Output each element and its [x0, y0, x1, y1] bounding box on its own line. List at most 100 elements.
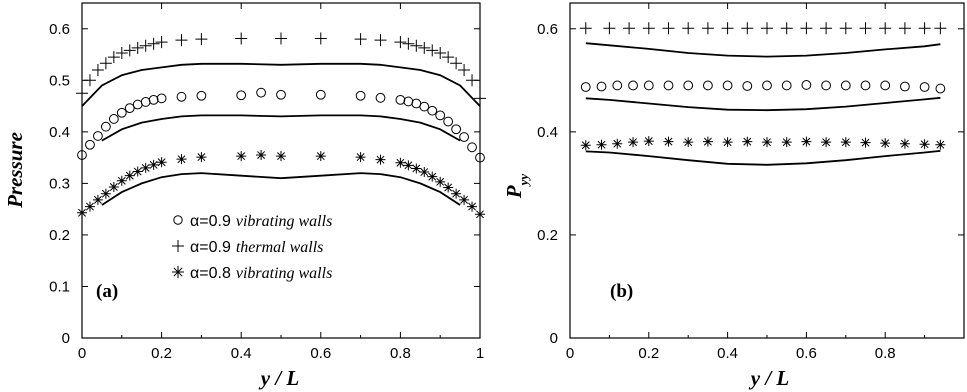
- panel-b-circle-point: [801, 80, 812, 90]
- panel-b-plus-point: [780, 22, 793, 35]
- panel-a-plus-point: [91, 64, 104, 76]
- panel-a-y-tick-label: 0.3: [49, 175, 70, 192]
- panel-a-legend: α=0.9 vibrating walls α=0.9 thermal walls …: [172, 213, 332, 282]
- panel-b-label: (b): [610, 281, 633, 302]
- panel-b-y-tick-label: 0: [550, 330, 558, 347]
- panel-a-plus-point: [139, 39, 152, 52]
- panel-a-plus-point: [466, 74, 479, 87]
- panel-b-y-axis-subscript: yy: [516, 174, 531, 188]
- panel-b-star-point: [899, 138, 910, 149]
- panel-b-y-axis-main: P: [502, 185, 526, 199]
- svg-text:Pyy: Pyy: [502, 174, 531, 200]
- panel-b-star-point: [762, 137, 772, 148]
- panel-a-plus-point: [76, 87, 88, 100]
- panel-a-x-tick-label: 0: [78, 345, 86, 362]
- panel-b-star-point: [612, 138, 623, 149]
- panel-b-star-point: [742, 136, 753, 147]
- panel-a-circle-point: [375, 92, 386, 103]
- panel-b-plus-point: [701, 22, 714, 35]
- panel-a-star-point: [411, 163, 422, 174]
- panel-a-y-axis-label: Pressure: [3, 132, 27, 209]
- legend-circle-marker-icon: [173, 215, 183, 225]
- panel-a-x-tick-label: 1: [476, 345, 484, 362]
- panel-a-ticks: 0 0.2 0.4 0.6 0.8 1 0 0.1 0.2 0.3 0.4 0.5 0.6: [49, 3, 484, 362]
- panel-a-chart: 0 0.2 0.4 0.6 0.8 100.10.20.30.40.50.6 y / L …: [3, 2, 486, 390]
- panel-b-circle-point: [643, 80, 654, 91]
- panel-a-plus-point: [442, 51, 455, 64]
- panel-a-star-point: [315, 151, 326, 162]
- panel-b-plus-point: [820, 22, 833, 35]
- panel-b-circle-point: [580, 82, 591, 92]
- panel-b-plus-point: [721, 22, 734, 35]
- panel-a-circle-point: [467, 142, 477, 153]
- panel-a-plus-point: [374, 34, 387, 47]
- panel-a-star-point: [443, 182, 454, 193]
- panel-a-star-point: [148, 159, 159, 170]
- panel-a-star-point: [395, 157, 406, 168]
- panel-a-circle-point: [100, 121, 111, 132]
- panel-b-circle-point: [742, 81, 753, 91]
- panel-b-markers: [579, 22, 947, 151]
- panel-a-circle-point: [132, 99, 143, 110]
- panel-a-y-tick-label: 0.6: [49, 21, 70, 38]
- panel-b-plus-point: [682, 22, 695, 35]
- legend-entry-2-alpha: α=0.9: [190, 239, 231, 256]
- panel-b-star-point: [821, 137, 832, 148]
- legend-entry-1-alpha: α=0.9: [190, 213, 231, 230]
- panel-a-plus-point: [275, 32, 287, 45]
- panel-a-circle-point: [451, 124, 462, 135]
- panel-b-plus-point: [859, 22, 872, 35]
- panel-a-plus-point: [450, 57, 463, 70]
- panel-a-y-tick-label: 0: [62, 330, 70, 347]
- panel-a-y-tick-label: 0.1: [49, 278, 70, 295]
- panel-a-plus-point: [426, 44, 439, 57]
- panel-a-circle-point: [435, 110, 446, 121]
- panel-a-plus-point: [394, 36, 407, 49]
- panel-a-plus-point: [131, 41, 144, 54]
- panel-a-x-tick-label: 0.6: [310, 345, 331, 362]
- panel-a-circle-point: [355, 90, 366, 101]
- panel-a-circle-point: [276, 89, 286, 100]
- panel-a-star-point: [256, 150, 267, 161]
- panel-a-circle-point: [315, 89, 326, 100]
- panel-b-x-tick-label: 0.6: [796, 345, 817, 362]
- panel-b-star-point: [580, 140, 591, 151]
- panel-b-plus-point: [839, 22, 852, 35]
- panel-a-plus-point: [115, 46, 128, 59]
- panel-a-star-point: [236, 151, 247, 162]
- panel-b-circle-point: [762, 80, 772, 91]
- panel-a-x-axis-label: y / L: [258, 366, 299, 390]
- panel-b-star-point: [702, 136, 713, 147]
- panel-b-x-tick-label: 0: [566, 345, 574, 362]
- panel-a-star-point: [116, 175, 127, 186]
- panel-a-plus-point: [235, 32, 248, 45]
- panel-b-circle-point: [860, 80, 871, 91]
- panel-a-circle-point: [85, 139, 95, 150]
- panel-a-plus-point: [434, 46, 447, 59]
- panel-b-theory-curve-4: [585, 96, 941, 112]
- panel-b-plus-point: [879, 22, 892, 35]
- panel-a-plus-point: [175, 34, 188, 47]
- panel-a-circle-point: [475, 152, 485, 163]
- panel-a-star-point: [77, 207, 87, 218]
- panel-a-star-point: [427, 171, 438, 182]
- panel-a-circle-point: [419, 101, 430, 112]
- panel-a-circle-point: [108, 114, 119, 124]
- panel-a-star-point: [451, 188, 462, 199]
- panel-a-label: (a): [96, 281, 118, 302]
- panel-b-circle-point: [935, 83, 946, 94]
- panel-a-plus-point: [83, 74, 96, 87]
- panel-b-y-axis-label: Pyy: [502, 174, 531, 200]
- panel-b-star-point: [880, 138, 891, 149]
- panel-a-star-point: [419, 167, 430, 178]
- panel-b-y-tick-label: 0.4: [537, 124, 558, 141]
- legend-plus-marker-icon: [172, 240, 184, 252]
- panel-a-star-point: [84, 201, 95, 212]
- panel-b-y-tick-label: 0.6: [537, 21, 558, 38]
- panel-a-star-point: [403, 160, 414, 171]
- panel-b-star-point: [596, 139, 607, 150]
- panel-a-y-tick-label: 0.2: [49, 227, 70, 244]
- legend-entry-2-desc: thermal walls: [236, 239, 324, 256]
- panel-a-theory-curve-5: [101, 172, 461, 206]
